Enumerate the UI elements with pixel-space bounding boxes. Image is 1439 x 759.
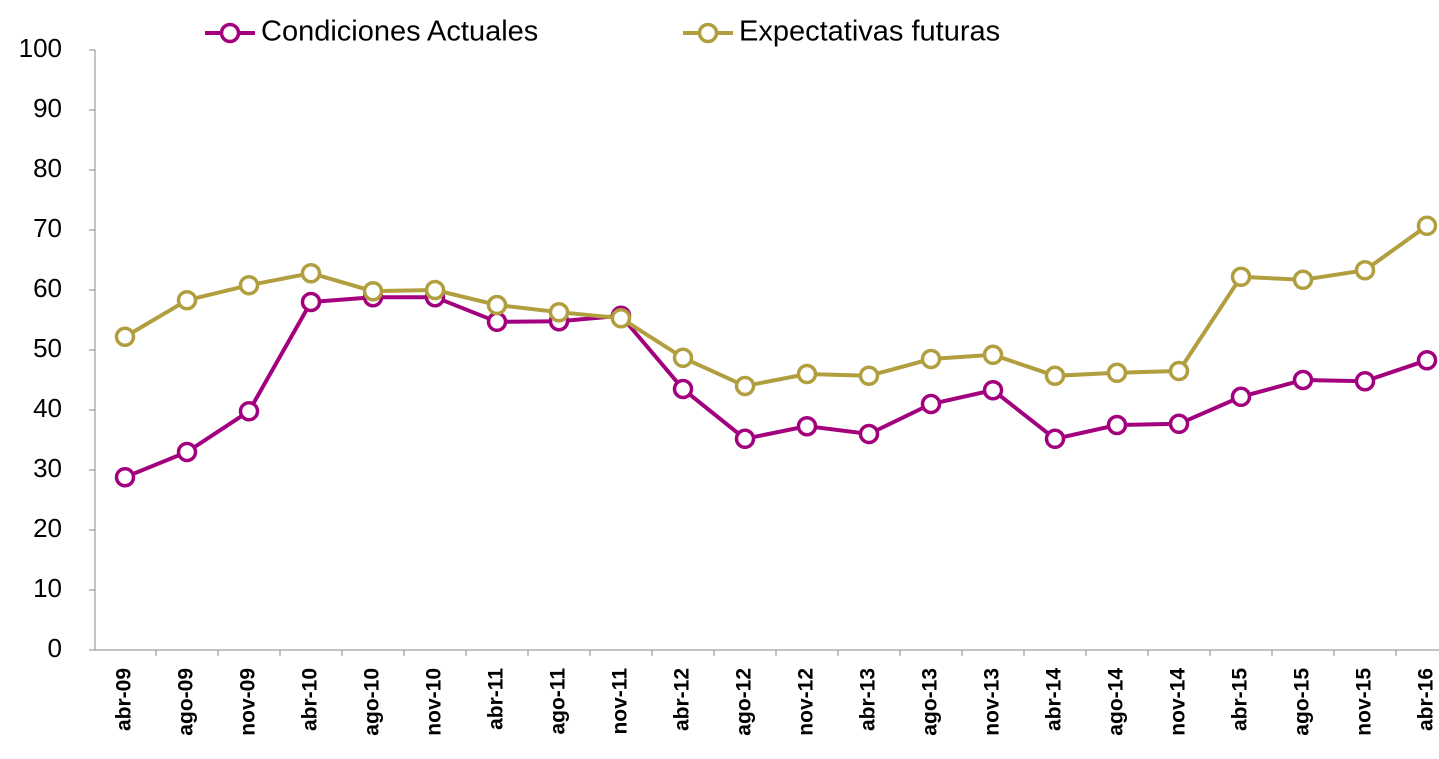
x-tick-label: abr-15 [1229, 668, 1252, 731]
point [982, 344, 1004, 366]
x-tick-label: abr-13 [857, 668, 880, 731]
x-tick-label: abr-14 [1043, 668, 1066, 731]
series-line [124, 295, 1428, 480]
point [1230, 266, 1252, 288]
point [300, 262, 322, 284]
y-tick-label: 50 [33, 333, 62, 363]
y-tick-label: 0 [48, 633, 62, 663]
x-tick-label: nov-11 [609, 668, 632, 735]
point [1230, 386, 1252, 408]
point [176, 441, 198, 463]
x-tick-label: nov-15 [1353, 668, 1376, 736]
x-tick-label: ago-13 [919, 668, 942, 736]
legend-label: Expectativas futuras [739, 16, 1000, 48]
point [1168, 413, 1190, 435]
point [114, 466, 136, 488]
point [1106, 362, 1128, 384]
y-tick-label: 100 [19, 33, 62, 63]
point [486, 294, 508, 316]
point [1292, 269, 1314, 291]
y-tick-label: 90 [33, 93, 62, 123]
point [486, 311, 508, 333]
point [114, 326, 136, 348]
point [672, 378, 694, 400]
y-tick-label: 70 [33, 213, 62, 243]
point [920, 348, 942, 370]
x-tick-label: nov-09 [237, 668, 260, 736]
point [424, 279, 446, 301]
x-tick-label: abr-16 [1415, 668, 1438, 731]
x-tick-label: abr-09 [113, 668, 136, 731]
point [176, 289, 198, 311]
point [734, 375, 756, 397]
legend-marker [219, 22, 241, 44]
point [734, 428, 756, 450]
y-tick-label: 60 [33, 273, 62, 303]
point [362, 280, 384, 302]
point [858, 423, 880, 445]
point [796, 363, 818, 385]
x-tick-label: ago-11 [547, 668, 570, 735]
point [672, 347, 694, 369]
point [920, 393, 942, 415]
x-tick-label: abr-10 [299, 668, 322, 731]
y-tick-label: 10 [33, 573, 62, 603]
point [796, 415, 818, 437]
point [1292, 369, 1314, 391]
point [858, 365, 880, 387]
point [238, 400, 260, 422]
point [1044, 428, 1066, 450]
point [1168, 360, 1190, 382]
legend-label: Condiciones Actuales [261, 16, 538, 48]
x-tick-label: nov-13 [981, 668, 1004, 736]
x-tick-label: ago-09 [175, 668, 198, 736]
x-tick-label: abr-12 [671, 668, 694, 731]
point [300, 291, 322, 313]
point [982, 379, 1004, 401]
y-tick-label: 20 [33, 513, 62, 543]
x-tick-label: nov-14 [1167, 668, 1190, 736]
point [1416, 215, 1438, 237]
x-tick-label: ago-10 [361, 668, 384, 736]
x-tick-label: nov-10 [423, 668, 446, 736]
x-tick-label: ago-15 [1291, 668, 1314, 736]
point [548, 301, 570, 323]
point [238, 274, 260, 296]
point [1416, 349, 1438, 371]
x-tick-label: nov-12 [795, 668, 818, 736]
y-tick-label: 40 [33, 393, 62, 423]
legend-marker [697, 22, 719, 44]
x-tick-label: ago-12 [733, 668, 756, 736]
series-line [123, 224, 1429, 389]
point [610, 307, 632, 329]
point [1106, 414, 1128, 436]
x-tick-label: ago-14 [1105, 668, 1128, 736]
x-tick-label: abr-11 [485, 668, 508, 730]
point [1044, 365, 1066, 387]
y-tick-label: 80 [33, 153, 62, 183]
point [1354, 370, 1376, 392]
y-tick-label: 30 [33, 453, 62, 483]
point [1354, 259, 1376, 281]
